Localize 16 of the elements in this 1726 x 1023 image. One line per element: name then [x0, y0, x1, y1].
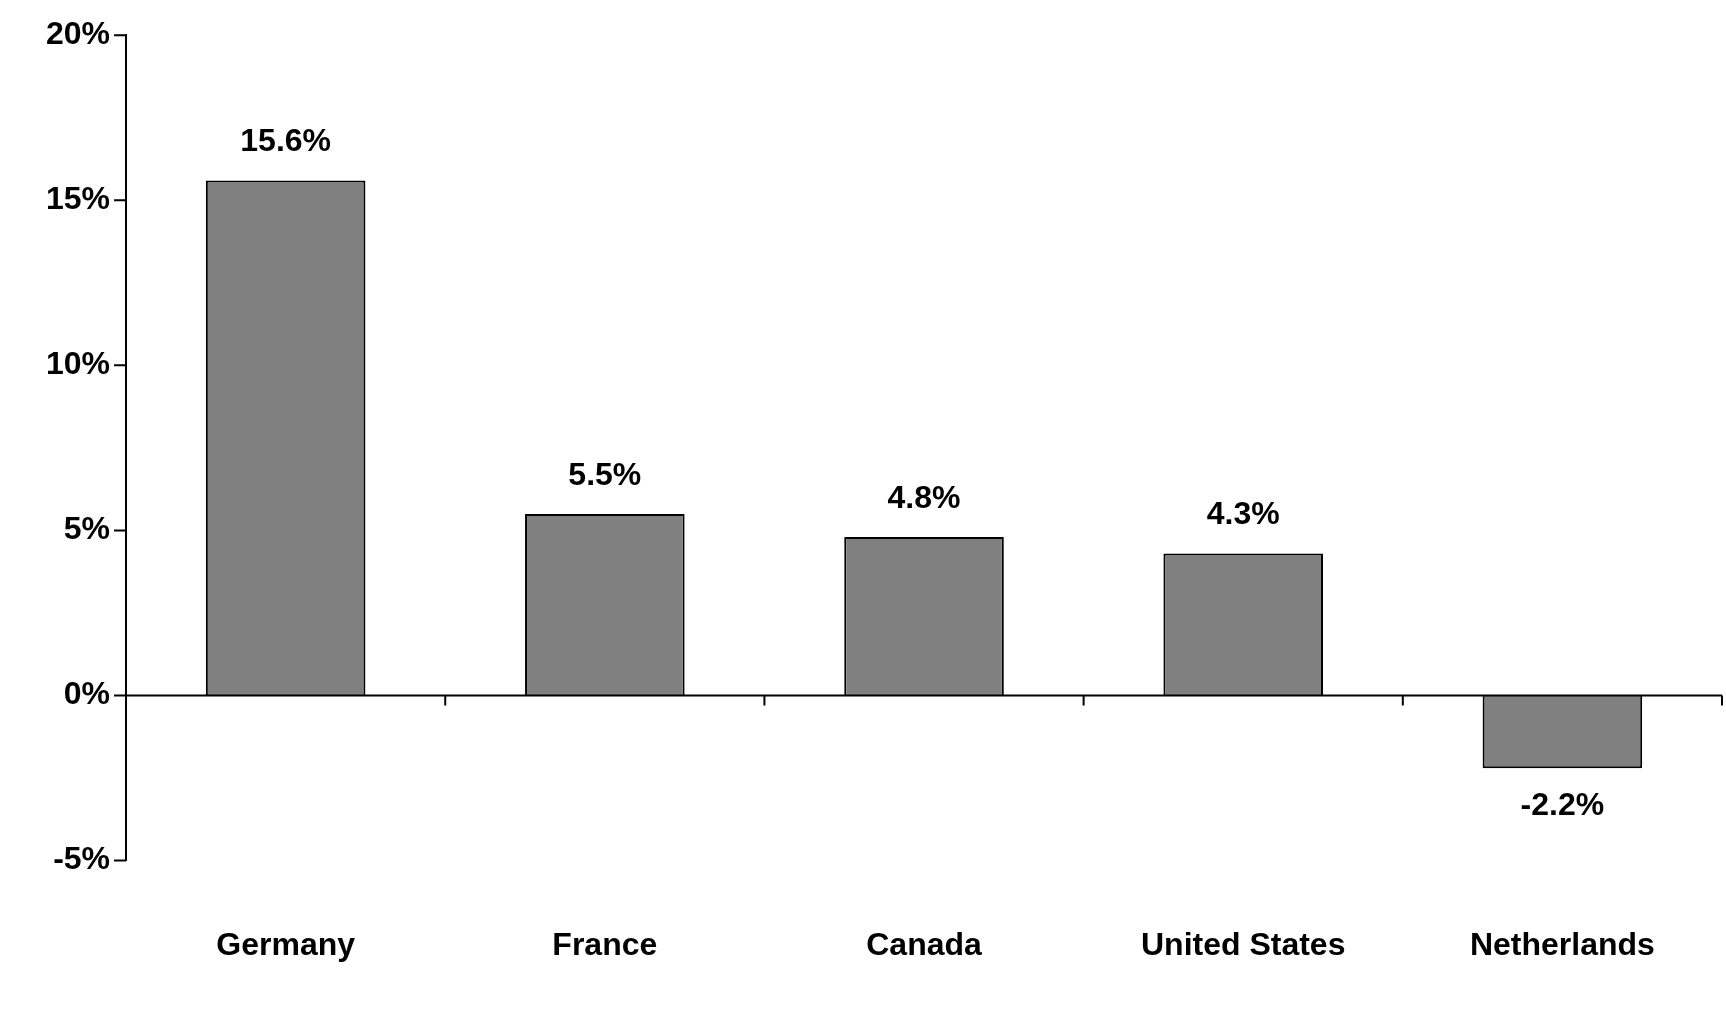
data-label: 15.6% [240, 122, 332, 159]
x-tick-label: Netherlands [1469, 925, 1655, 962]
y-tick-label: 15% [46, 180, 111, 217]
x-tick-label: France [552, 925, 658, 962]
x-tick-label: Canada [866, 925, 983, 962]
data-label: 5.5% [568, 455, 642, 492]
data-label: 4.8% [887, 478, 961, 515]
x-tick-label: United States [1140, 925, 1346, 962]
y-tick-label: 10% [46, 345, 111, 382]
y-tick-label: -5% [53, 840, 111, 877]
y-tick-label: 5% [63, 510, 111, 547]
x-tick-label: Germany [216, 925, 356, 962]
data-label: -2.2% [1520, 785, 1605, 822]
data-label: 4.3% [1206, 495, 1280, 532]
y-tick-label: 20% [46, 15, 111, 52]
y-tick-label: 0% [63, 675, 111, 712]
